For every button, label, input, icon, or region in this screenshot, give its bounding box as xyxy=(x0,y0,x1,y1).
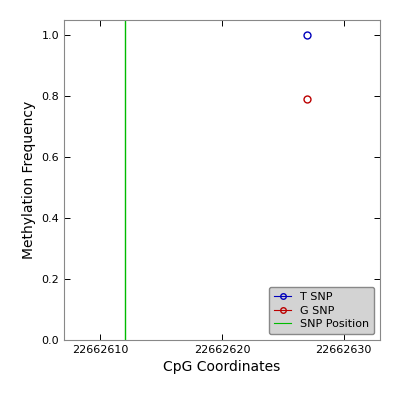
X-axis label: CpG Coordinates: CpG Coordinates xyxy=(163,360,281,374)
Legend: T SNP, G SNP, SNP Position: T SNP, G SNP, SNP Position xyxy=(269,287,374,334)
Y-axis label: Methylation Frequency: Methylation Frequency xyxy=(22,101,36,259)
